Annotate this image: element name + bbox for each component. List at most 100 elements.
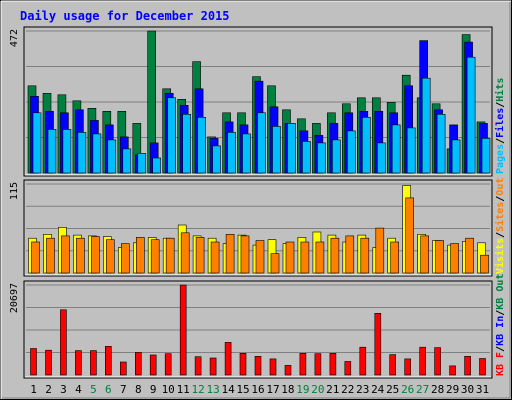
x-tick-label: 5: [90, 383, 97, 396]
bar-kbytes-day-14: KBytes 14: 7500: [224, 342, 232, 376]
legend-entry: Hits: [494, 78, 506, 102]
legend-separator: /: [495, 196, 506, 202]
bar-sites-day-26: Sites 26: 97: [405, 197, 415, 274]
bar-kbytes-day-30: KBytes 30: 4300: [464, 355, 471, 376]
bar-kbytes-day-18: KBytes 18: 2200: [284, 365, 292, 376]
bar-sites-day-12: Sites 12: 46: [195, 237, 205, 274]
bar-kbytes-day-7: KBytes 7: 3000: [120, 361, 127, 376]
bar-pages-day-6: Pages 6: 110: [107, 139, 117, 174]
bar-kbytes-day-2: KBytes 2: 5700: [45, 349, 52, 376]
bar-pages-day-17: Pages 17: 155: [272, 126, 281, 174]
bar-sites-day-3: Sites 3: 48: [61, 235, 70, 274]
legend-entry: KB F: [495, 352, 506, 376]
bar-sites-day-19: Sites 19: 40: [300, 241, 310, 274]
legend-entry: KB In: [495, 316, 506, 346]
bar-sites-day-22: Sites 22: 48: [345, 235, 355, 274]
bar-sites-day-17: Sites 17: 25: [270, 253, 280, 274]
panel-legend: Pages/Files/Hits: [494, 78, 506, 174]
bar-sites-day-24: Sites 24: 58: [375, 227, 385, 274]
bar-sites-day-5: Sites 5: 47: [91, 236, 100, 274]
bar-pages-day-3: Pages 3: 145: [62, 129, 72, 174]
chart-title: Daily usage for December 2015: [20, 9, 230, 23]
x-tick-label: 29: [446, 383, 459, 396]
bar-sites-day-13: Sites 13: 40: [210, 241, 220, 274]
x-tick-label: 8: [135, 383, 142, 396]
x-tick-label: 16: [251, 383, 264, 396]
x-tick-label: 23: [356, 383, 369, 396]
bar-sites-day-15: Sites 15: 48: [240, 235, 250, 274]
x-tick-label: 17: [266, 383, 279, 396]
bar-pages-day-13: Pages 13: 90: [212, 145, 221, 174]
bar-pages-day-7: Pages 7: 80: [122, 148, 132, 174]
bar-kbytes-day-25: KBytes 25: 4700: [389, 354, 397, 376]
x-tick-label: 14: [221, 383, 235, 396]
x-tick-label: 12: [191, 383, 204, 396]
bar-kbytes-day-10: KBytes 10: 4900: [164, 353, 172, 376]
x-tick-label: 4: [75, 383, 82, 396]
bar-kbytes-day-6: KBytes 6: 6600: [105, 345, 112, 376]
bar-sites-day-4: Sites 4: 45: [76, 237, 85, 274]
bar-pages-day-31: Pages 31: 115: [481, 138, 491, 174]
legend-entry: Sites: [494, 202, 506, 232]
bar-sites-day-25: Sites 25: 40: [390, 241, 400, 274]
bar-sites-day-16: Sites 16: 42: [255, 240, 265, 274]
x-axis-labels: 1 2 3 4 5 6 7 8 9 10 11 12 13 14 15 16 17 18 19 20 21 22 23 24 2…: [30, 383, 489, 396]
bar-kbytes-day-16: KBytes 16: 4300: [254, 355, 262, 376]
bar-pages-day-26: Pages 26: 150: [406, 127, 416, 174]
bar-sites-day-18: Sites 18: 40: [285, 241, 295, 274]
legend-entry: KB Out: [495, 274, 506, 310]
bar-pages-day-16: Pages 16: 200: [257, 112, 266, 174]
x-tick-label: 3: [60, 383, 67, 396]
bar-sites-day-28: Sites 28: 42: [435, 240, 444, 274]
x-tick-label: 19: [296, 383, 309, 396]
legend-entry: Pages: [495, 144, 506, 174]
bar-pages-day-14: Pages 14: 135: [227, 132, 236, 174]
bar-kbytes-day-27: KBytes 27: 6400: [419, 346, 427, 376]
panel-legend: Visits/Sites/Out: [494, 178, 506, 274]
legend-separator: /: [495, 310, 506, 316]
bar-sites-day-7: Sites 7: 38: [121, 243, 130, 274]
x-tick-label: 21: [326, 383, 339, 396]
bar-sites-day-30: Sites 30: 45: [465, 237, 474, 274]
bar-sites-day-11: Sites 11: 52: [180, 232, 190, 274]
bar-sites-day-23: Sites 23: 45: [360, 237, 370, 274]
bar-sites-day-6: Sites 6: 43: [106, 239, 115, 274]
bar-sites-day-31: Sites 31: 23: [480, 254, 489, 274]
bar-kbytes-day-8: KBytes 8: 5200: [135, 352, 142, 376]
legend-entry: Visits: [494, 238, 506, 274]
x-tick-label: 24: [371, 383, 385, 396]
bar-sites-day-27: Sites 27: 48: [420, 235, 430, 274]
bar-kbytes-day-1: KBytes 1: 6100: [30, 348, 37, 376]
x-tick-label: 11: [177, 383, 190, 396]
bar-sites-day-1: Sites 1: 40: [31, 241, 40, 274]
bar-pages-day-15: Pages 15: 130: [242, 133, 251, 174]
legend-separator: /: [495, 232, 506, 238]
x-tick-label: 6: [105, 383, 112, 396]
x-tick-label: 31: [476, 383, 489, 396]
legend-separator: /: [495, 102, 506, 108]
bar-pages-day-10: Pages 10: 250: [167, 97, 176, 174]
bar-kbytes-day-28: KBytes 28: 6300: [434, 347, 441, 376]
bar-pages-day-20: Pages 20: 100: [317, 142, 326, 174]
bar-kbytes-day-29: KBytes 29: 2100: [449, 365, 456, 376]
bar-sites-day-14: Sites 14: 50: [225, 234, 235, 274]
x-tick-label: 28: [431, 383, 444, 396]
bar-pages-day-12: Pages 12: 185: [197, 117, 206, 174]
x-tick-label: 30: [461, 383, 474, 396]
bar-pages-day-25: Pages 25: 160: [391, 124, 401, 174]
x-tick-label: 26: [401, 383, 414, 396]
bar-pages-day-8: Pages 8: 65: [137, 153, 147, 174]
bar-kbytes-day-11: KBytes 11: 20697: [179, 284, 187, 376]
bar-kbytes-day-22: KBytes 22: 3100: [344, 361, 352, 376]
bar-pages-day-30: Pages 30: 385: [466, 56, 476, 174]
bar-kbytes-day-13: KBytes 13: 3900: [209, 357, 217, 376]
bar-pages-day-19: Pages 19: 105: [302, 141, 311, 174]
bar-pages-day-22: Pages 22: 140: [346, 130, 356, 174]
legend-separator: /: [495, 138, 506, 144]
bar-pages-day-4: Pages 4: 135: [77, 132, 87, 174]
y-max-label: 115: [9, 182, 20, 200]
bar-pages-day-28: Pages 28: 195: [436, 114, 446, 174]
